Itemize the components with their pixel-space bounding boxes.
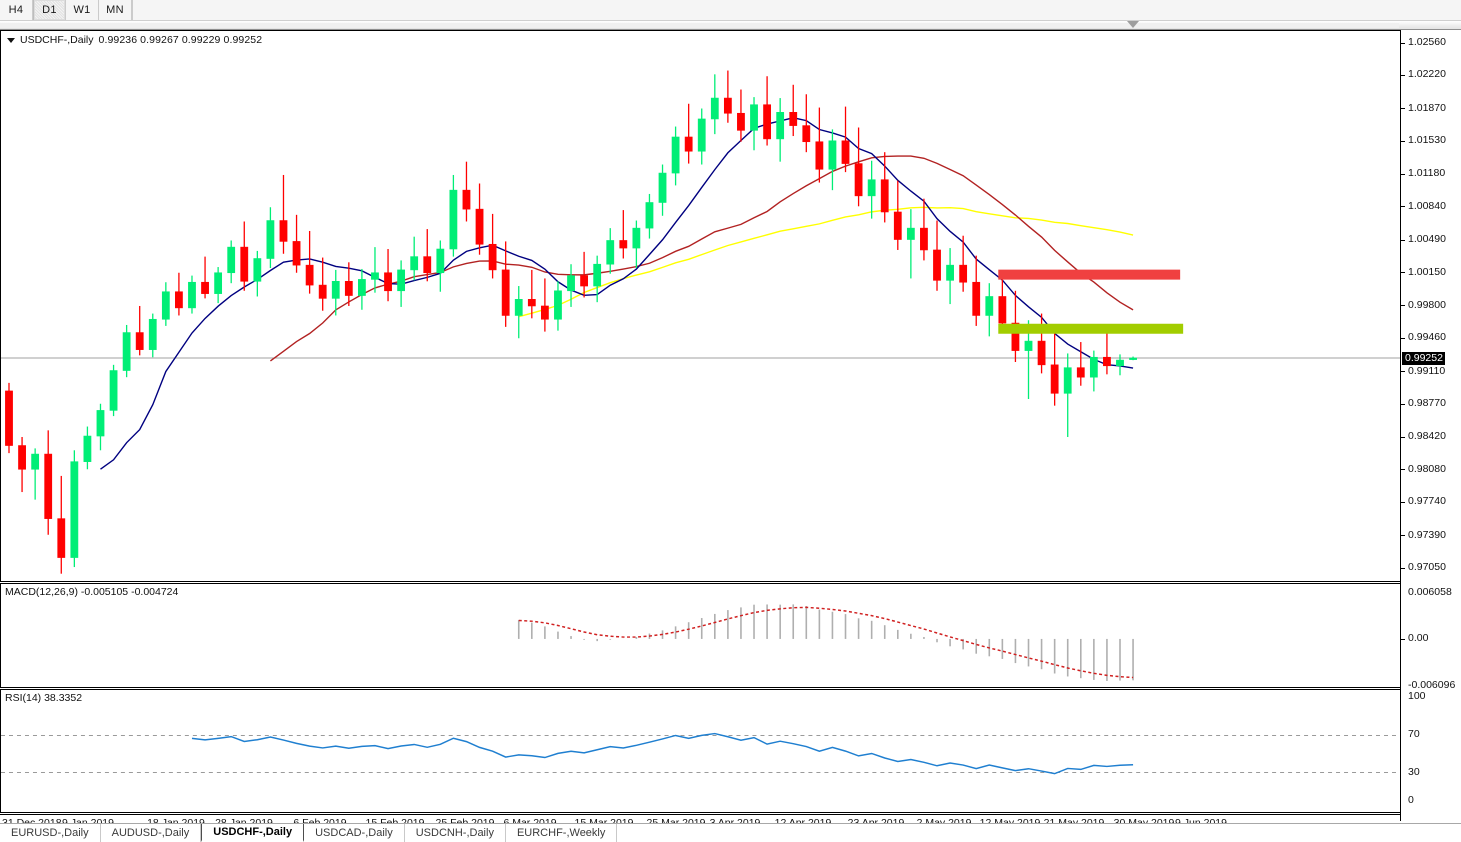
- toolbar-empty-area: [132, 0, 1461, 20]
- rsi-line: [191, 732, 1134, 775]
- price-axis-tick: 0.97740: [1401, 495, 1446, 508]
- price-axis-tick: 1.00150: [1401, 266, 1446, 279]
- price-axis-tick: 0.98770: [1401, 397, 1446, 410]
- macd-plot: [517, 604, 1134, 681]
- macd-axis-tick: -0.006096: [1408, 679, 1456, 691]
- timeframe-button-d1[interactable]: D1: [33, 0, 66, 20]
- price-plot: [1, 70, 1400, 574]
- rsi-label: RSI(14) 38.3352: [5, 692, 83, 704]
- timeframe-toolbar: H4 D1 W1 MN: [0, 0, 1461, 21]
- price-axis-tick: 0.98420: [1401, 430, 1446, 443]
- macd-axis-tick: 0.006058: [1408, 586, 1452, 598]
- macd-histogram: [517, 604, 1134, 681]
- chart-tab-usdchf[interactable]: USDCHF-,Daily: [201, 824, 305, 842]
- price-axis-tick: 1.01180: [1401, 167, 1445, 180]
- current-price-tag: 0.99252: [1402, 351, 1445, 365]
- price-axis-tick: 0.99110: [1401, 365, 1445, 378]
- price-axis-tick: 1.01530: [1401, 134, 1446, 147]
- price-axis-tick: 0.98080: [1401, 463, 1446, 476]
- price-axis-tick: 0.97050: [1401, 561, 1446, 574]
- macd-axis-tick: 0.00: [1401, 632, 1428, 645]
- chart-tab-usdcad[interactable]: USDCAD-,Daily: [304, 824, 405, 842]
- timeframe-button-h4[interactable]: H4: [0, 0, 33, 20]
- timeframe-button-mn[interactable]: MN: [99, 0, 132, 20]
- macd-signal-line: [518, 606, 1134, 679]
- rsi-axis-tick: 70: [1408, 728, 1420, 741]
- chevron-down-icon[interactable]: [7, 37, 15, 43]
- price-axis-tick: 1.02220: [1401, 68, 1446, 81]
- chart-tab-eurusd[interactable]: EURUSD-,Daily: [0, 824, 101, 842]
- rsi-axis-tick: 0: [1408, 794, 1414, 806]
- chart-tab-audusd[interactable]: AUDUSD-,Daily: [100, 824, 202, 842]
- chart-symbol-header: USDCHF-,Daily 0.99236 0.99267 0.99229 0.…: [7, 34, 262, 46]
- price-axis-tick: 0.97390: [1401, 529, 1446, 542]
- candlestick-series: [5, 70, 1137, 574]
- rsi-plot: [1, 732, 1400, 775]
- price-axis-tick: 0.99800: [1401, 299, 1446, 312]
- price-axis[interactable]: 1.02560 1.02220 1.01870 1.01530 1.01180 1.008…: [1400, 30, 1461, 821]
- ma-fast-line: [100, 117, 1134, 470]
- price-axis-tick: 1.00840: [1401, 200, 1446, 213]
- price-axis-tick: 1.01870: [1401, 102, 1446, 115]
- price-axis-tick: 1.00490: [1401, 233, 1446, 246]
- chart-horizontal-scrollbar[interactable]: [0, 21, 1461, 30]
- chart-tab-usdcnh[interactable]: USDCNH-,Daily: [404, 824, 506, 842]
- macd-label: MACD(12,26,9) -0.005105 -0.004724: [5, 586, 179, 598]
- chart-symbol-label: USDCHF-,Daily: [20, 34, 94, 46]
- price-axis-tick: 0.99460: [1401, 331, 1446, 344]
- timeframe-button-w1[interactable]: W1: [66, 0, 99, 20]
- price-axis-tick: 1.02560: [1401, 36, 1446, 49]
- chart-tabbar: EURUSD-,Daily AUDUSD-,Daily USDCHF-,Dail…: [0, 823, 1461, 842]
- chart-ohlc-values: 0.99236 0.99267 0.99229 0.99252: [98, 34, 263, 46]
- scrollbar-track[interactable]: [0, 23, 1399, 28]
- chart-top-marker-icon: [1127, 21, 1139, 28]
- rsi-panel[interactable]: RSI(14) 38.3352: [0, 689, 1400, 813]
- macd-panel[interactable]: MACD(12,26,9) -0.005105 -0.004724: [0, 583, 1400, 688]
- rsi-axis-tick: 30: [1408, 765, 1420, 778]
- chart-area: USDCHF-,Daily 0.99236 0.99267 0.99229 0.…: [0, 21, 1461, 842]
- rsi-axis-tick: 100: [1408, 690, 1426, 702]
- chart-tab-eurchf[interactable]: EURCHF-,Weekly: [505, 824, 618, 842]
- price-chart-panel[interactable]: USDCHF-,Daily 0.99236 0.99267 0.99229 0.…: [0, 30, 1400, 582]
